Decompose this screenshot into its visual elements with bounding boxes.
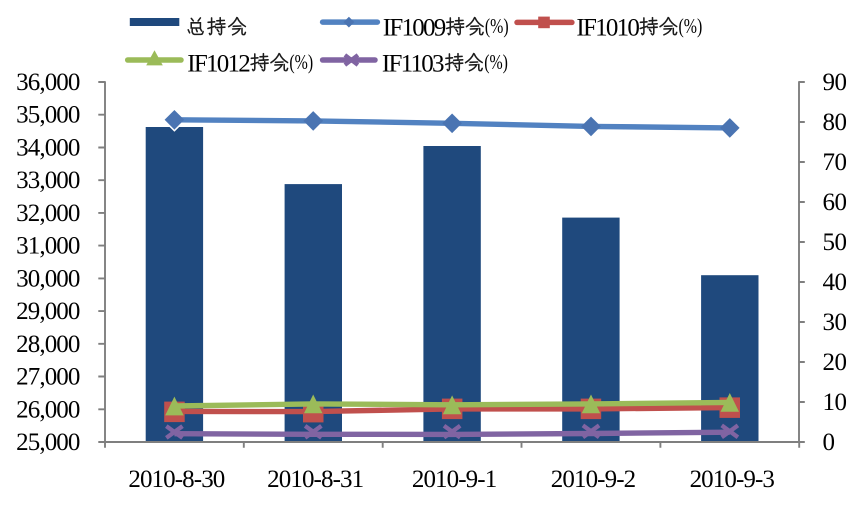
svg-text:2010-9-2: 2010-9-2 <box>551 466 636 493</box>
svg-text:90: 90 <box>823 69 847 96</box>
svg-text:30,000: 30,000 <box>16 265 80 292</box>
svg-text:33,000: 33,000 <box>16 167 80 194</box>
svg-text:30: 30 <box>823 309 847 336</box>
svg-text:25,000: 25,000 <box>16 429 80 456</box>
svg-text:28,000: 28,000 <box>16 331 80 358</box>
svg-text:IF1012: IF1012 <box>187 50 250 77</box>
svg-text:10: 10 <box>823 389 847 416</box>
svg-text:2010-8-30: 2010-8-30 <box>128 466 224 493</box>
svg-text:60: 60 <box>823 189 847 216</box>
svg-text:32,000: 32,000 <box>16 200 80 227</box>
svg-text:80: 80 <box>823 109 847 136</box>
svg-text:(%): (%) <box>485 15 509 39</box>
svg-text:2010-9-1: 2010-9-1 <box>412 466 496 493</box>
svg-text:(%): (%) <box>679 15 703 39</box>
svg-text:(%): (%) <box>484 51 508 75</box>
svg-text:29,000: 29,000 <box>16 298 80 325</box>
svg-text:36,000: 36,000 <box>16 69 80 96</box>
svg-text:35,000: 35,000 <box>16 102 80 129</box>
svg-text:0: 0 <box>823 429 835 456</box>
svg-text:70: 70 <box>823 149 847 176</box>
svg-text:2010-8-31: 2010-8-31 <box>267 466 363 493</box>
svg-text:2010-9-3: 2010-9-3 <box>690 466 775 493</box>
svg-text:IF1009: IF1009 <box>383 15 446 42</box>
svg-text:IF1010: IF1010 <box>576 15 639 42</box>
svg-text:27,000: 27,000 <box>16 364 80 391</box>
svg-text:34,000: 34,000 <box>16 135 80 162</box>
svg-text:26,000: 26,000 <box>16 396 80 423</box>
svg-text:IF1103: IF1103 <box>382 50 444 77</box>
svg-text:40: 40 <box>823 269 847 296</box>
svg-text:31,000: 31,000 <box>16 233 80 260</box>
svg-text:50: 50 <box>823 229 847 256</box>
svg-text:20: 20 <box>823 349 847 376</box>
svg-text:(%): (%) <box>289 51 313 75</box>
